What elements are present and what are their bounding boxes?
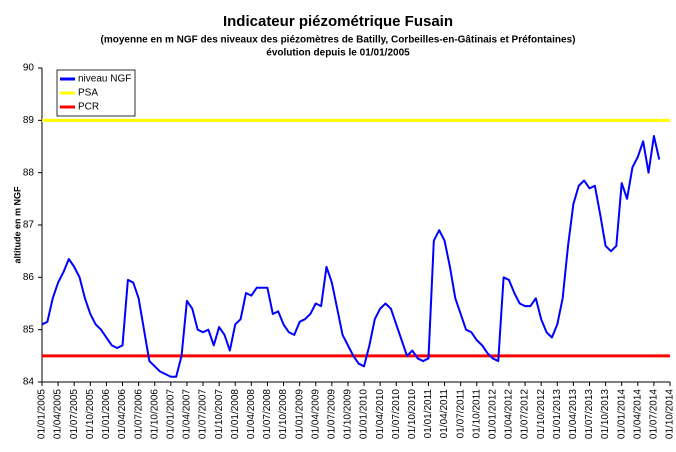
x-tick-label: 01/01/2013: [552, 389, 563, 439]
x-tick-label: 01/04/2005: [53, 389, 64, 439]
x-tick-label: 01/01/2006: [101, 389, 112, 439]
x-tick-label: 01/10/2009: [343, 389, 354, 439]
y-tick-label: 84: [23, 377, 35, 388]
x-tick-label: 01/07/2014: [649, 389, 660, 439]
y-tick-label: 90: [23, 63, 35, 74]
x-tick-label: 01/04/2011: [439, 389, 450, 439]
x-tick-label: 01/07/2011: [455, 389, 466, 439]
x-tick-label: 01/01/2009: [294, 389, 305, 439]
y-tick-label: 88: [23, 167, 35, 178]
y-tick-label: 87: [23, 220, 35, 231]
chart-title: Indicateur piézométrique Fusain: [223, 13, 453, 30]
legend-label: niveau NGF: [78, 74, 131, 85]
y-tick-label: 89: [23, 115, 35, 126]
x-tick-label: 01/07/2007: [198, 389, 209, 439]
y-axis-label: altitude en m NGF: [12, 186, 22, 264]
x-tick-label: 01/01/2007: [165, 389, 176, 439]
x-tick-label: 01/07/2009: [326, 389, 337, 439]
x-tick-label: 01/10/2013: [600, 389, 611, 439]
x-tick-label: 01/01/2014: [616, 389, 627, 439]
x-tick-label: 01/04/2006: [117, 389, 128, 439]
x-tick-label: 01/04/2014: [632, 389, 643, 439]
x-tick-label: 01/01/2012: [488, 389, 499, 439]
x-tick-label: 01/01/2008: [230, 389, 241, 439]
x-tick-label: 01/10/2006: [149, 389, 160, 439]
chart-subtitle: évolution depuis le 01/01/2005: [266, 48, 410, 59]
x-tick-label: 01/01/2010: [359, 389, 370, 439]
x-tick-label: 01/04/2012: [504, 389, 515, 439]
x-tick-label: 01/10/2010: [407, 389, 418, 439]
x-tick-label: 01/10/2011: [471, 389, 482, 439]
x-tick-label: 01/07/2005: [69, 389, 80, 439]
x-tick-label: 01/10/2008: [278, 389, 289, 439]
legend-label: PSA: [78, 88, 98, 99]
data-line: [41, 135, 661, 378]
x-tick-label: 01/04/2008: [246, 389, 257, 439]
x-tick-label: 01/01/2005: [37, 389, 48, 439]
legend-label: PCR: [78, 102, 99, 113]
x-tick-label: 01/10/2007: [214, 389, 225, 439]
y-tick-label: 86: [23, 272, 35, 283]
x-tick-label: 01/10/2014: [665, 389, 676, 439]
x-tick-label: 01/01/2011: [423, 389, 434, 439]
chart-subtitle: (moyenne en m NGF des niveaux des piézom…: [101, 35, 576, 46]
y-tick-label: 85: [23, 324, 35, 335]
x-tick-label: 01/07/2013: [584, 389, 595, 439]
x-tick-label: 01/04/2007: [182, 389, 193, 439]
x-tick-label: 01/04/2009: [310, 389, 321, 439]
x-tick-label: 01/07/2006: [133, 389, 144, 439]
x-tick-label: 01/04/2013: [568, 389, 579, 439]
x-tick-label: 01/10/2012: [536, 389, 547, 439]
x-tick-label: 01/07/2010: [391, 389, 402, 439]
x-tick-label: 01/04/2010: [375, 389, 386, 439]
x-tick-label: 01/07/2008: [262, 389, 273, 439]
x-tick-label: 01/07/2012: [520, 389, 531, 439]
x-tick-label: 01/10/2005: [85, 389, 96, 439]
